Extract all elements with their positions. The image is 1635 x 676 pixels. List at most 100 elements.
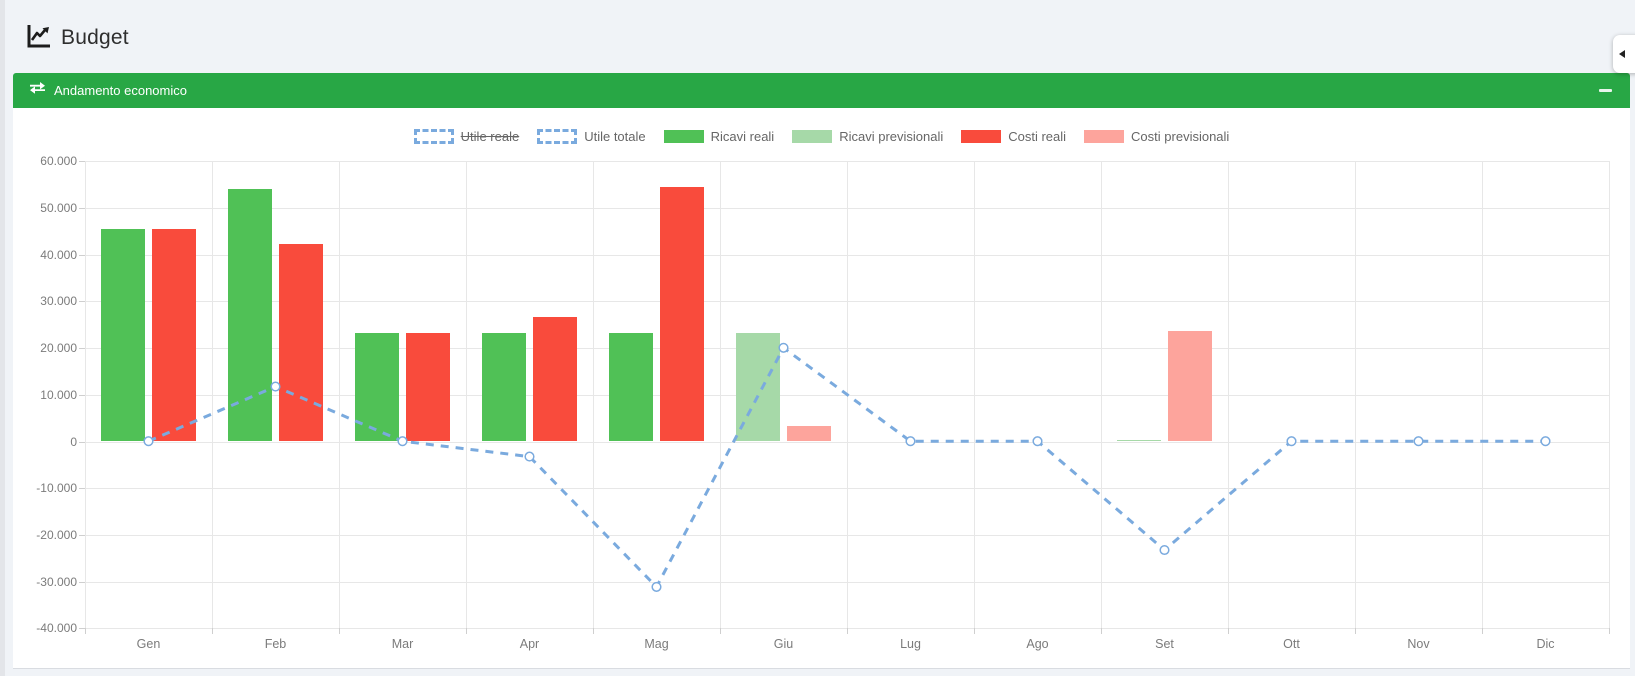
x-axis-label: Gen (136, 637, 161, 652)
legend-swatch (792, 130, 833, 143)
x-axis-tick (1355, 628, 1356, 635)
utile-totale-line (143, 343, 1551, 593)
legend-item-utile-totale[interactable]: Utile totale (537, 129, 646, 144)
y-axis-label: 40.000 (40, 247, 77, 262)
legend-item-utile-reale[interactable]: Utile reale (413, 129, 520, 144)
x-axis-tick (339, 628, 340, 635)
y-axis-label: 60.000 (40, 154, 77, 169)
x-axis-label: Feb (264, 637, 287, 652)
legend-item-costi-previsionali[interactable]: Costi previsionali (1084, 129, 1229, 144)
line-point-ott (1286, 436, 1297, 447)
panel-body: Utile reale Utile totale Ricavi reali Ricav… (13, 108, 1630, 669)
x-axis-label: Ago (1026, 637, 1049, 652)
x-axis-tick (847, 628, 848, 635)
bar-ricavi-reali-gen[interactable] (100, 229, 145, 442)
x-axis-label: Ott (1283, 637, 1300, 652)
line-point-set (1159, 545, 1170, 556)
y-axis-tick (79, 161, 85, 163)
page-header: Budget (25, 22, 129, 54)
legend-label: Utile reale (460, 129, 520, 144)
x-axis-label: Giu (773, 637, 794, 652)
y-axis-tick (79, 301, 85, 303)
x-axis-tick (1228, 628, 1229, 635)
x-axis-label: Dic (1536, 637, 1555, 652)
line-point-mag (651, 582, 662, 593)
bar-costi-reali-gen[interactable] (151, 229, 196, 442)
x-gridline (1482, 161, 1483, 629)
bar-costi-previsionali-giu[interactable] (786, 426, 831, 442)
bar-ricavi-reali-mag[interactable] (608, 332, 653, 442)
line-point-giu (778, 343, 789, 354)
x-gridline (339, 161, 340, 629)
y-axis-tick (79, 534, 85, 536)
x-gridline (1228, 161, 1229, 629)
y-axis-label: 20.000 (40, 341, 77, 356)
x-axis-tick (1101, 628, 1102, 635)
x-gridline (1355, 161, 1356, 629)
x-axis-label: Lug (900, 637, 921, 652)
bar-costi-reali-mag[interactable] (659, 186, 704, 442)
x-axis-tick (466, 628, 467, 635)
legend-item-ricavi-previsionali[interactable]: Ricavi previsionali (792, 129, 943, 144)
x-axis-tick (212, 628, 213, 635)
minus-icon (1598, 89, 1612, 92)
panel-header: Andamento economico (13, 73, 1630, 108)
chart-legend: Utile reale Utile totale Ricavi reali Ricav… (13, 129, 1630, 144)
legend-label: Ricavi previsionali (839, 129, 944, 144)
y-axis-label: -10.000 (36, 481, 77, 496)
y-axis-tick (79, 441, 85, 443)
x-axis-tick (1482, 628, 1483, 635)
x-axis-tick (974, 628, 975, 635)
y-axis-label: -20.000 (36, 527, 77, 542)
y-axis-label: 0 (70, 434, 77, 449)
legend-item-costi-reali[interactable]: Costi reali (961, 129, 1066, 144)
bar-costi-reali-apr[interactable] (532, 317, 577, 442)
y-axis-tick (79, 628, 85, 630)
legend-swatch (961, 130, 1002, 143)
bar-ricavi-previsionali-set[interactable] (1116, 440, 1161, 442)
y-axis-label: -30.000 (36, 574, 77, 589)
x-gridline (1101, 161, 1102, 629)
settings-slideout-tab[interactable] (1613, 35, 1635, 73)
collapse-panel-button[interactable] (1597, 83, 1613, 99)
line-point-lug (905, 436, 916, 447)
y-axis-label: 10.000 (40, 387, 77, 402)
bar-costi-previsionali-set[interactable] (1167, 331, 1212, 442)
legend-item-ricavi-reali[interactable]: Ricavi reali (663, 129, 775, 144)
x-gridline (212, 161, 213, 629)
line-chart-icon (25, 22, 52, 54)
legend-swatch (413, 129, 454, 144)
panel-title: Andamento economico (54, 83, 187, 98)
y-axis-tick (79, 581, 85, 583)
chart-canvas[interactable]: 60.000 50.000 40.000 30.000 20.000 10.000 0 -10… (13, 108, 1630, 668)
legend-label: Costi previsionali (1131, 129, 1230, 144)
exchange-arrows-icon (30, 81, 45, 100)
y-axis-tick (79, 348, 85, 350)
page-edge-strip (0, 0, 5, 676)
x-axis-label: Mar (391, 637, 414, 652)
x-gridline (466, 161, 467, 629)
x-gridline (974, 161, 975, 629)
x-axis-label: Nov (1407, 637, 1430, 652)
x-gridline (593, 161, 594, 629)
line-point-ago (1032, 436, 1043, 447)
bar-ricavi-reali-apr[interactable] (481, 332, 526, 442)
y-axis-tick (79, 488, 85, 490)
x-gridline (1609, 161, 1610, 629)
x-axis-label: Set (1155, 637, 1174, 652)
caret-left-icon (1619, 50, 1625, 58)
x-axis-label: Mag (644, 637, 669, 652)
x-axis-tick (1609, 628, 1610, 635)
line-point-nov (1413, 436, 1424, 447)
line-point-gen (143, 436, 154, 447)
legend-swatch (663, 130, 704, 143)
y-axis-tick (79, 208, 85, 209)
legend-label: Ricavi reali (710, 129, 775, 144)
bar-costi-reali-feb[interactable] (278, 243, 323, 442)
x-axis-tick (85, 628, 86, 635)
y-axis-label: -40.000 (36, 621, 77, 636)
y-axis-label: 30.000 (40, 294, 77, 309)
bar-costi-reali-mar[interactable] (405, 332, 450, 442)
legend-swatch (1084, 130, 1125, 143)
